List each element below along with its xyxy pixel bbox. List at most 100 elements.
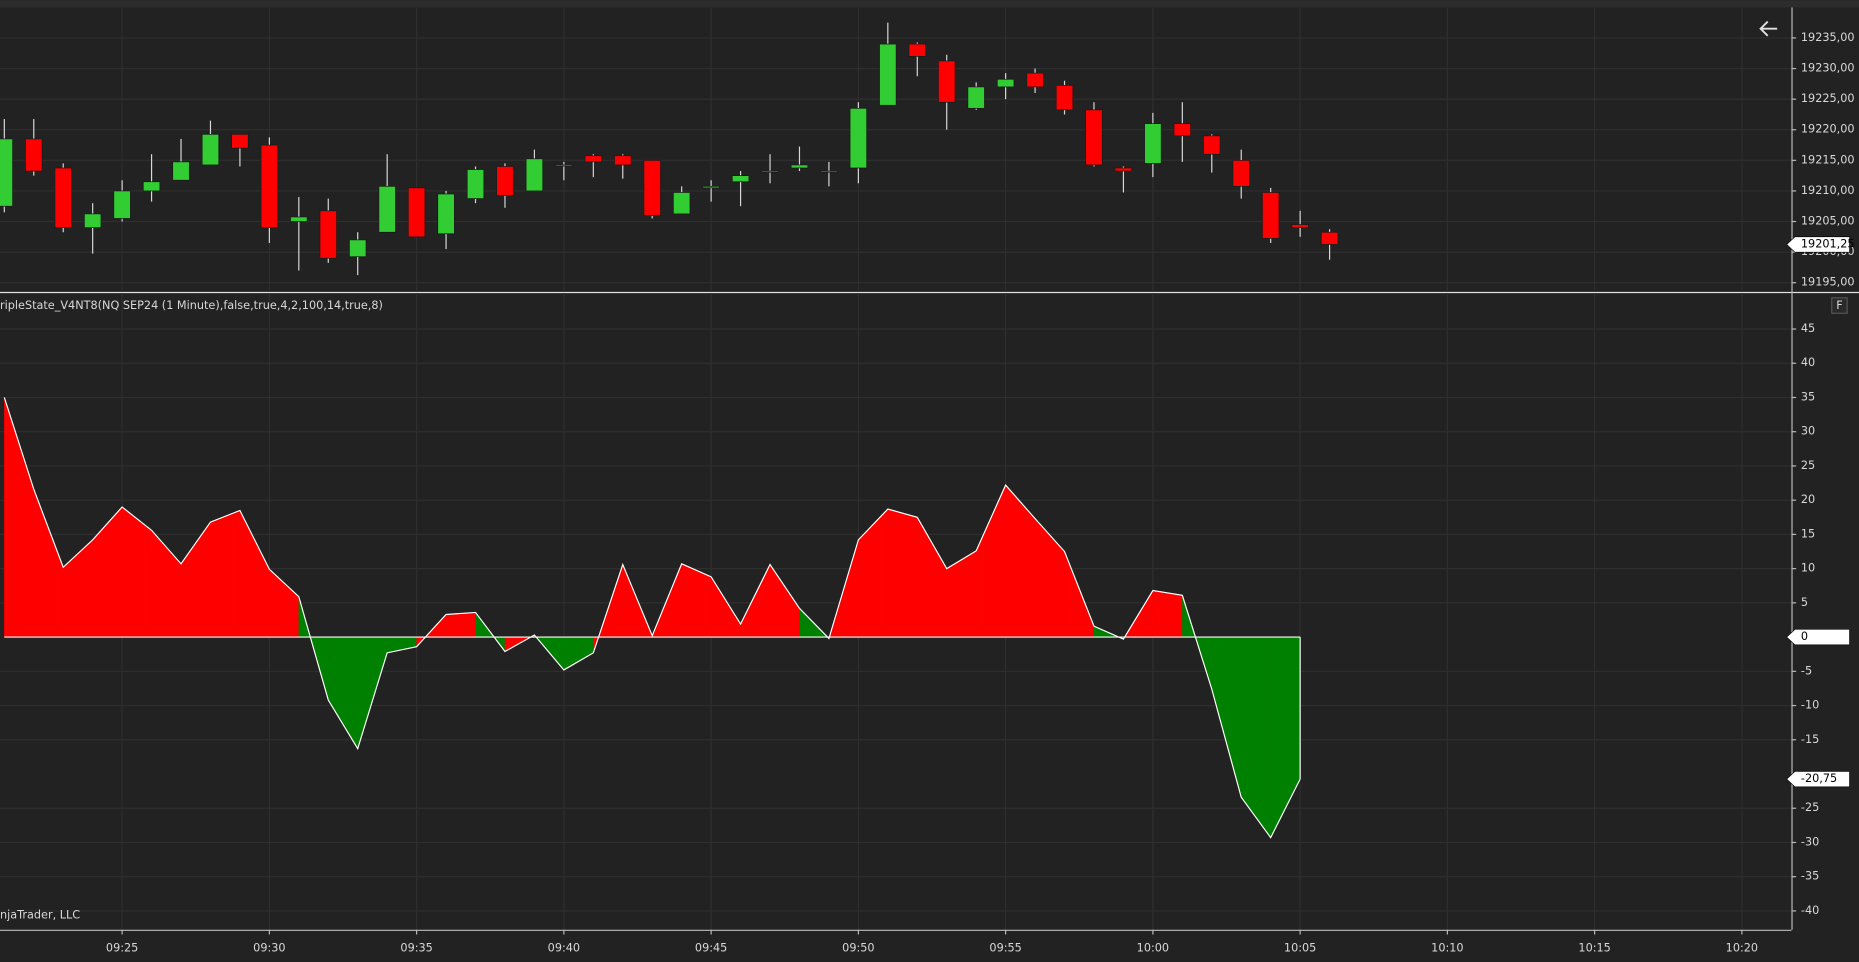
candle-body (673, 192, 691, 215)
candle-body (555, 164, 573, 167)
candle-body (1026, 72, 1044, 88)
candle-body (260, 144, 279, 229)
value-marker-label: 0 (1801, 630, 1808, 643)
candle-body (1114, 167, 1133, 172)
x-tick-label: 10:00 (1137, 942, 1169, 955)
candle-body (1232, 159, 1250, 187)
value-marker-label: -20,75 (1801, 772, 1837, 785)
candle-body (1320, 231, 1339, 245)
area-segment (887, 508, 918, 638)
candle-body (614, 155, 632, 166)
y-tick-label: 5 (1801, 596, 1808, 609)
x-tick-label: 10:15 (1578, 942, 1610, 955)
candle-body (879, 43, 897, 106)
indicator-title: ripleState_V4NT8(NQ SEP24 (1 Minute),fal… (0, 299, 383, 312)
candle-body (967, 86, 985, 109)
candle-body (820, 170, 838, 173)
candle-body (761, 170, 779, 173)
candle-body (790, 164, 809, 169)
panel-button-label[interactable]: F (1836, 299, 1842, 312)
candle-body (0, 138, 13, 207)
value-marker (1786, 236, 1850, 253)
axes: 09:25 09:30 09:35 09:40 09:45 09:50 09:55 10:00… (106, 31, 1855, 955)
x-tick-label: 09:55 (989, 942, 1021, 955)
candle-body (1173, 123, 1191, 137)
x-tick-label: 09:50 (842, 942, 874, 955)
candle-body (1291, 224, 1309, 229)
y-tick-label: 19230,00 (1801, 62, 1855, 75)
candle-body (201, 133, 220, 166)
candle-body (496, 166, 514, 196)
x-tick-label: 10:20 (1726, 942, 1758, 955)
y-tick-label: 19235,00 (1801, 31, 1855, 44)
y-tick-label: -15 (1801, 733, 1819, 746)
y-tick-label: 19215,00 (1801, 153, 1855, 166)
y-tick-label: 15 (1801, 527, 1815, 540)
y-tick-label: 45 (1801, 322, 1815, 335)
candle-body (584, 155, 602, 163)
candle-body (1085, 109, 1103, 166)
x-tick-label: 09:35 (400, 942, 432, 955)
y-tick-label: 19220,00 (1801, 123, 1855, 136)
value-marker (1786, 629, 1850, 646)
area-segment (445, 612, 476, 638)
area-segment (210, 510, 241, 638)
panel-button[interactable] (1831, 297, 1848, 314)
y-tick-label: 19225,00 (1801, 92, 1855, 105)
candle-body (84, 213, 102, 229)
title-bar (0, 0, 1859, 8)
candle-body (25, 138, 43, 172)
candle-body (407, 187, 426, 238)
y-tick-label: 19205,00 (1801, 215, 1855, 228)
indicator-panel (0, 293, 1792, 930)
x-tick-label: 10:10 (1431, 942, 1463, 955)
copyright: njaTrader, LLC (0, 909, 80, 922)
y-tick-label: -35 (1801, 870, 1819, 883)
candle-body (908, 43, 926, 57)
price-panel (0, 7, 1792, 292)
y-tick-label: -25 (1801, 801, 1819, 814)
y-tick-label: 25 (1801, 459, 1815, 472)
area-segment (1152, 590, 1183, 638)
y-tick-label: 19195,00 (1801, 276, 1855, 289)
y-tick-label: 40 (1801, 356, 1815, 369)
y-tick-label: 35 (1801, 390, 1815, 403)
candle-body (643, 159, 661, 216)
candle-body (319, 210, 337, 259)
back-arrow[interactable] (1759, 20, 1778, 37)
candle-body (231, 133, 249, 149)
y-tick-label: -40 (1801, 904, 1819, 917)
value-marker-label: 19201,25 (1801, 237, 1855, 250)
candle-body (525, 158, 544, 192)
x-tick-label: 09:45 (695, 942, 727, 955)
candle-body (731, 175, 750, 183)
y-tick-label: 10 (1801, 562, 1815, 575)
candle-body (1144, 123, 1162, 164)
y-tick-label: 19210,00 (1801, 184, 1855, 197)
y-tick-label: -30 (1801, 835, 1819, 848)
candle-body (466, 169, 485, 199)
candle-body (54, 167, 72, 229)
candle-body (437, 193, 455, 235)
candle-body (1203, 135, 1221, 155)
candle-body (996, 78, 1015, 88)
indicator-line (3, 397, 1301, 839)
y-tick-label: -5 (1801, 664, 1812, 677)
y-tick-label: -10 (1801, 699, 1819, 712)
x-tick-label: 09:30 (253, 942, 285, 955)
candle-body (849, 107, 868, 169)
candle-body (113, 190, 131, 219)
x-tick-label: 10:05 (1284, 942, 1316, 955)
x-tick-label: 09:40 (548, 942, 580, 955)
y-tick-label: 20 (1801, 493, 1815, 506)
candle-body (172, 161, 190, 181)
y-tick-label: 30 (1801, 425, 1815, 438)
candle-body (378, 185, 396, 233)
candle-body (938, 60, 956, 103)
candle-body (702, 185, 720, 189)
candle-body (290, 216, 308, 222)
candle-body (1055, 85, 1074, 111)
candle-body (142, 181, 161, 192)
